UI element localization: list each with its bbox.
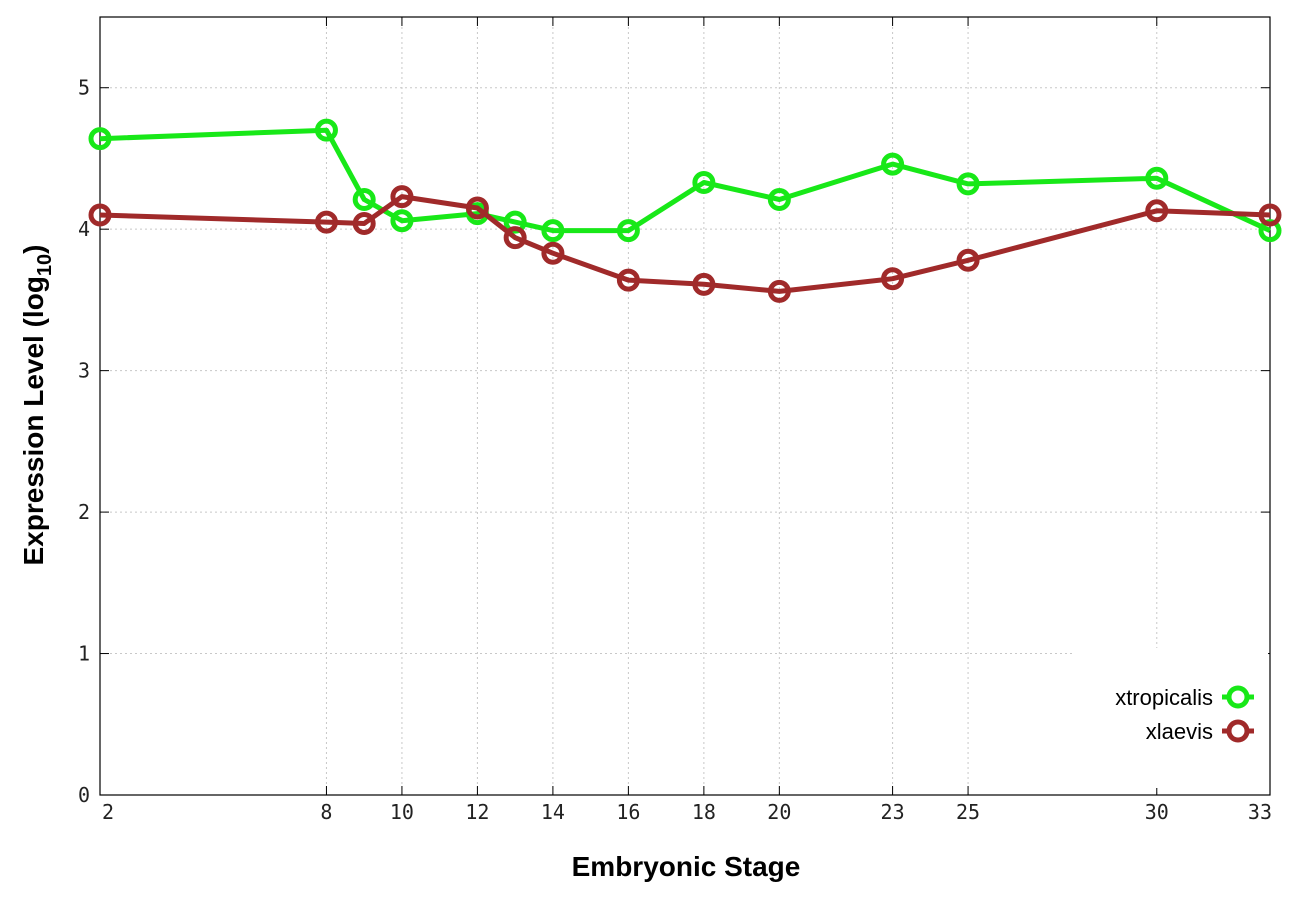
x-tick-label: 16 [616, 800, 640, 824]
data-point-xtropicalis [956, 172, 980, 196]
x-tick-label: 30 [1145, 800, 1169, 824]
legend-label-xlaevis: xlaevis [1146, 719, 1213, 744]
data-point-xlaevis [541, 241, 565, 265]
y-axis-title-subscript: 10 [34, 254, 56, 276]
data-point-xtropicalis [352, 187, 376, 211]
data-point-xlaevis [1258, 203, 1282, 227]
x-tick-label: 10 [390, 800, 414, 824]
series-xtropicalis [88, 118, 1282, 243]
data-point-xtropicalis [692, 171, 716, 195]
legend-marker-xtropicalis [1226, 685, 1250, 709]
data-point-xlaevis [465, 196, 489, 220]
legend-box [1072, 648, 1268, 788]
legend: xtropicalis xlaevis [1072, 648, 1268, 788]
y-tick-label: 0 [78, 783, 90, 807]
y-axis-title: Expression Level (log10) [18, 245, 56, 566]
data-point-xlaevis [616, 268, 640, 292]
data-point-xlaevis [390, 185, 414, 209]
legend-label-xtropicalis: xtropicalis [1115, 685, 1213, 710]
x-tick-label: 25 [956, 800, 980, 824]
data-point-xtropicalis [314, 118, 338, 142]
data-point-xlaevis [352, 212, 376, 236]
data-point-xlaevis [692, 272, 716, 296]
data-point-xlaevis [1145, 199, 1169, 223]
x-tick-label: 14 [541, 800, 565, 824]
y-tick-label: 3 [78, 359, 90, 383]
x-tick-label: 33 [1248, 800, 1272, 824]
y-tick-label: 1 [78, 642, 90, 666]
plot-border [99, 16, 1271, 796]
x-tick-label: 2 [102, 800, 114, 824]
data-point-xtropicalis [390, 209, 414, 233]
y-tick-label: 4 [78, 217, 90, 241]
data-point-xtropicalis [616, 219, 640, 243]
y-axis-title-close: ) [18, 245, 49, 254]
data-point-xtropicalis [881, 152, 905, 176]
y-tick-label: 5 [78, 76, 90, 100]
legend-marker-xlaevis [1226, 719, 1250, 743]
series-xlaevis [88, 185, 1282, 303]
x-tick-label: 23 [881, 800, 905, 824]
x-tick-label: 18 [692, 800, 716, 824]
data-point-xtropicalis [767, 187, 791, 211]
series-layer [88, 118, 1282, 303]
x-tick-label: 20 [767, 800, 791, 824]
y-axis-title-main: Expression Level (log [18, 276, 49, 565]
plot-frame [99, 16, 1271, 796]
y-tick-label: 2 [78, 500, 90, 524]
data-point-xlaevis [88, 203, 112, 227]
x-tick-label: 8 [320, 800, 332, 824]
data-point-xtropicalis [1145, 166, 1169, 190]
x-tick-label: 12 [465, 800, 489, 824]
data-point-xlaevis [956, 248, 980, 272]
data-point-xtropicalis [541, 219, 565, 243]
data-point-xlaevis [881, 267, 905, 291]
data-point-xtropicalis [88, 127, 112, 151]
x-axis-title: Embryonic Stage [572, 851, 801, 882]
data-point-xlaevis [503, 226, 527, 250]
data-point-xlaevis [767, 279, 791, 303]
data-point-xlaevis [314, 210, 338, 234]
